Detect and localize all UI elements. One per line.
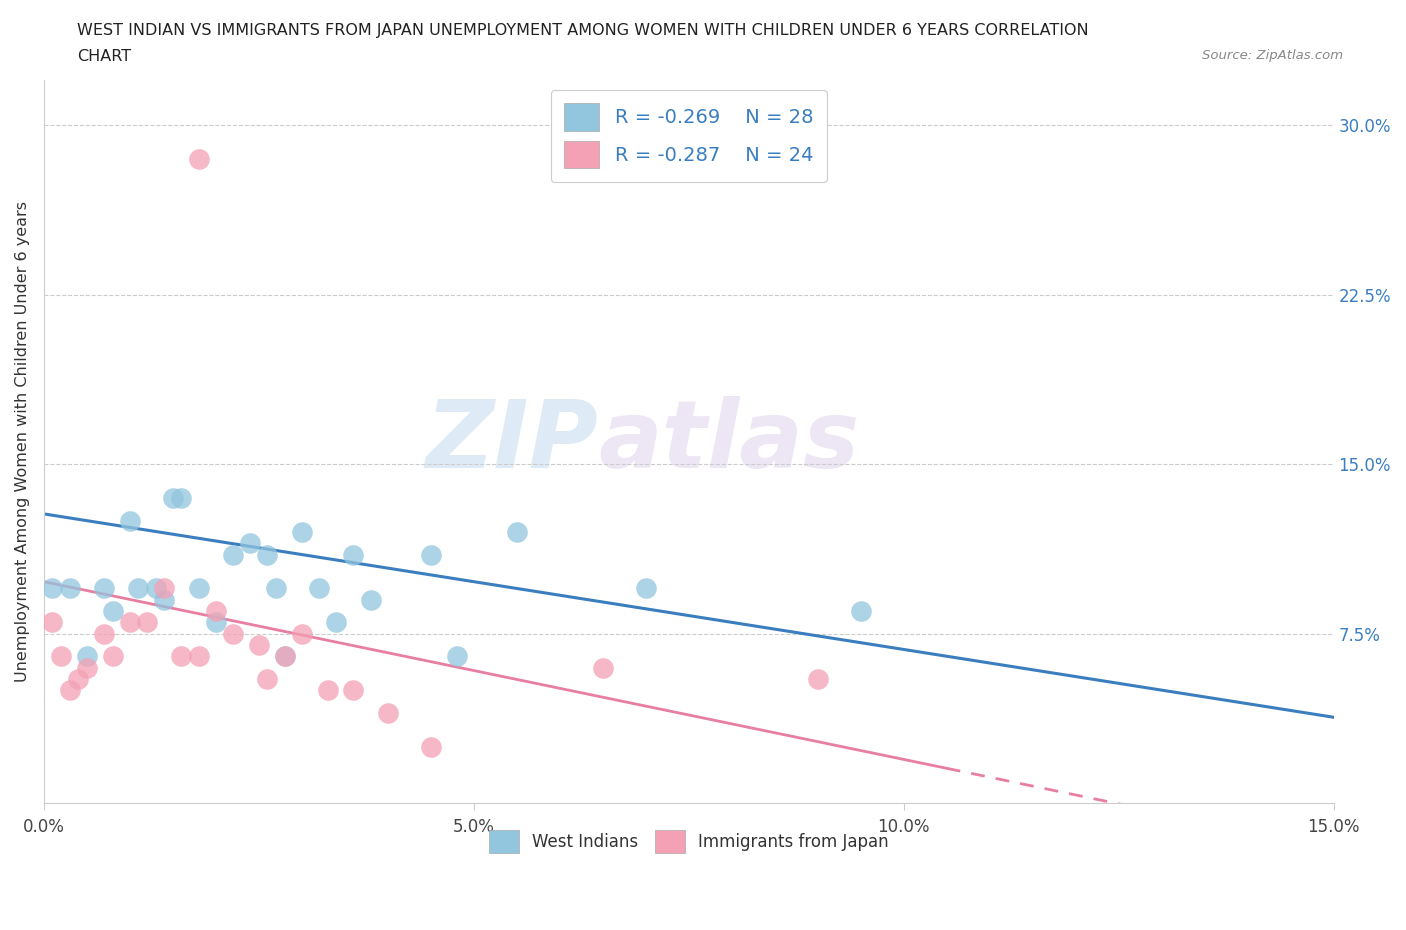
Point <box>145 581 167 596</box>
Point <box>419 547 441 562</box>
Point <box>360 592 382 607</box>
Point <box>634 581 657 596</box>
Point <box>101 649 124 664</box>
Point <box>127 581 149 596</box>
Point <box>247 637 270 652</box>
Point <box>93 626 115 641</box>
Point <box>118 513 141 528</box>
Point <box>342 683 364 698</box>
Point <box>59 683 82 698</box>
Point <box>316 683 339 698</box>
Point <box>446 649 468 664</box>
Point <box>67 671 90 686</box>
Point <box>162 491 184 506</box>
Point <box>153 581 176 596</box>
Point <box>205 615 228 630</box>
Point <box>136 615 159 630</box>
Point <box>256 671 278 686</box>
Point <box>377 705 399 720</box>
Point <box>222 626 245 641</box>
Point <box>308 581 330 596</box>
Point <box>273 649 295 664</box>
Point <box>49 649 72 664</box>
Point <box>342 547 364 562</box>
Point <box>291 626 314 641</box>
Legend: West Indians, Immigrants from Japan: West Indians, Immigrants from Japan <box>482 823 896 860</box>
Point <box>239 536 262 551</box>
Y-axis label: Unemployment Among Women with Children Under 6 years: Unemployment Among Women with Children U… <box>15 201 30 682</box>
Point <box>59 581 82 596</box>
Point <box>187 649 209 664</box>
Point <box>93 581 115 596</box>
Point <box>41 615 63 630</box>
Point <box>325 615 347 630</box>
Text: WEST INDIAN VS IMMIGRANTS FROM JAPAN UNEMPLOYMENT AMONG WOMEN WITH CHILDREN UNDE: WEST INDIAN VS IMMIGRANTS FROM JAPAN UNE… <box>77 23 1090 38</box>
Point <box>807 671 830 686</box>
Point <box>76 649 98 664</box>
Point <box>187 152 209 166</box>
Text: CHART: CHART <box>77 49 131 64</box>
Point <box>76 660 98 675</box>
Point <box>256 547 278 562</box>
Point <box>170 491 193 506</box>
Point <box>153 592 176 607</box>
Point <box>592 660 614 675</box>
Point <box>170 649 193 664</box>
Point <box>205 604 228 618</box>
Point <box>273 649 295 664</box>
Text: Source: ZipAtlas.com: Source: ZipAtlas.com <box>1202 49 1343 62</box>
Point <box>506 525 529 539</box>
Point <box>264 581 287 596</box>
Point <box>187 581 209 596</box>
Point <box>222 547 245 562</box>
Text: ZIP: ZIP <box>426 395 599 487</box>
Point <box>849 604 872 618</box>
Text: atlas: atlas <box>599 395 859 487</box>
Point <box>419 739 441 754</box>
Point <box>101 604 124 618</box>
Point <box>291 525 314 539</box>
Point <box>41 581 63 596</box>
Point <box>118 615 141 630</box>
